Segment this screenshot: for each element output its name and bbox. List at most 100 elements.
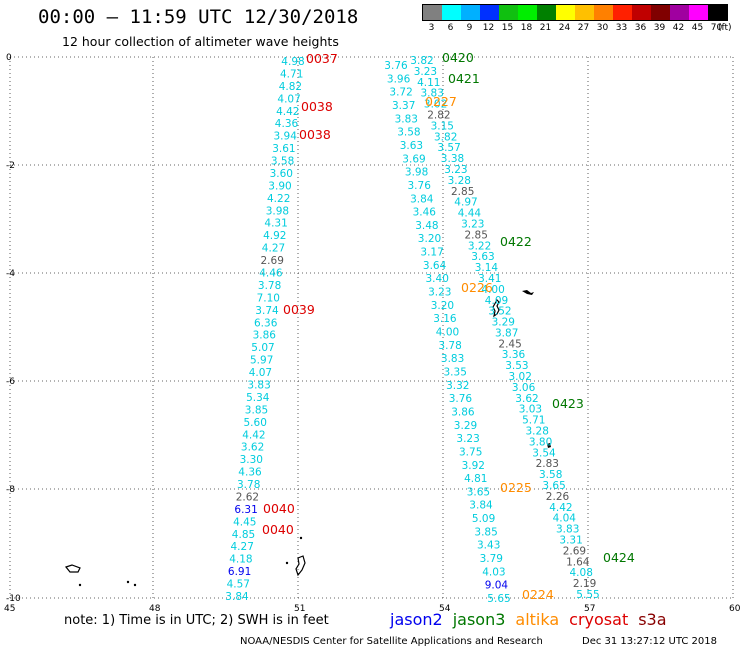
colorbar-cell (423, 5, 442, 20)
colorbar-label: 42 (672, 23, 685, 33)
lon-tick-label: 60 (729, 604, 740, 614)
wave-height-value: 3.65 (467, 486, 490, 498)
wave-height-value: 3.53 (505, 360, 528, 372)
wave-height-value: 3.28 (448, 175, 471, 187)
colorbar-label: 12 (482, 23, 495, 33)
wave-height-value: 3.87 (495, 327, 518, 339)
colorbar-label: 21 (539, 23, 552, 33)
colorbar-cell (499, 5, 518, 20)
wave-height-value: 6.36 (254, 317, 278, 329)
wave-height-value: 4.42 (549, 502, 572, 514)
pass-time-label: 0420 (442, 50, 474, 65)
wave-height-value: 4.22 (267, 193, 290, 205)
wave-height-value: 5.09 (472, 513, 495, 525)
track-values: 4.984.714.824.074.424.363.943.613.583.60… (225, 55, 599, 605)
wave-height-value: 4.27 (262, 243, 285, 255)
wave-height-value: 3.98 (405, 167, 428, 179)
wave-height-value: 3.84 (225, 591, 249, 603)
colorbar-label: 27 (577, 23, 590, 33)
wave-height-value: 3.14 (475, 262, 499, 274)
colorbar-unit: (ft) (718, 23, 732, 33)
wave-height-value: 9.04 (485, 580, 509, 592)
wave-height-value: 3.02 (509, 371, 532, 383)
wave-height-value: 3.62 (241, 442, 264, 454)
wave-height-value: 3.79 (480, 553, 503, 565)
wave-height-value: 3.76 (449, 393, 473, 405)
wave-height-value: 4.42 (276, 106, 299, 118)
wave-height-value: 3.75 (459, 446, 482, 458)
wave-height-value: 4.31 (264, 218, 287, 230)
island-3 (547, 443, 551, 448)
wave-height-value: 4.57 (227, 579, 250, 591)
wave-height-value: 3.52 (488, 306, 511, 318)
wave-height-value: 4.08 (570, 567, 593, 579)
wave-height-value: 5.97 (250, 355, 273, 367)
colorbar-cell (632, 5, 651, 20)
wave-height-value: 3.92 (462, 460, 485, 472)
pass-time-label: 0225 (500, 480, 532, 495)
wave-height-value: 7.10 (257, 292, 280, 304)
wave-height-value: 3.60 (270, 168, 293, 180)
wave-height-value: 4.00 (436, 327, 459, 339)
wave-height-value: 4.27 (231, 541, 254, 553)
map-grid (9, 56, 734, 599)
colorbar-cell (594, 5, 613, 20)
colorbar-label: 45 (691, 23, 704, 33)
colorbar-cells (422, 4, 728, 21)
colorbar-label: 15 (501, 23, 514, 33)
wave-height-value: 3.83 (441, 353, 464, 365)
wave-height-value: 4.04 (553, 513, 577, 525)
colorbar-cell (461, 5, 480, 20)
wave-height-value: 3.30 (240, 454, 263, 466)
wave-height-value: 3.06 (512, 382, 536, 394)
wave-height-value: 3.78 (438, 340, 461, 352)
island-5 (64, 564, 81, 573)
wave-height-value: 2.82 (427, 110, 450, 122)
colorbar-label: 24 (558, 23, 571, 33)
wave-height-value: 3.23 (444, 164, 467, 176)
wave-height-value: 4.11 (417, 77, 440, 89)
pass-time-label: 0421 (448, 71, 480, 86)
legend-altika: altika (515, 610, 560, 629)
wave-height-value: 4.03 (482, 566, 505, 578)
map-subtitle: 12 hour collection of altimeter wave hei… (62, 34, 339, 49)
wave-height-value: 4.45 (233, 516, 256, 528)
wave-height-value: 4.82 (279, 81, 302, 93)
colorbar-cell (556, 5, 575, 20)
wave-height-value: 3.86 (253, 330, 277, 342)
wave-height-value: 3.82 (434, 131, 457, 143)
colorbar-cell (689, 5, 708, 20)
wave-height-value: 2.85 (451, 186, 474, 198)
island-4 (295, 555, 306, 577)
wave-height-value: 3.83 (556, 524, 579, 536)
wave-height-value: 5.07 (251, 342, 274, 354)
islet-1 (78, 583, 82, 587)
wave-height-value: 3.29 (492, 317, 515, 329)
wave-height-value: 3.61 (272, 143, 295, 155)
colorbar-cell (708, 5, 727, 20)
wave-height-value: 3.23 (456, 433, 479, 445)
pass-time-labels: 0037 0038 0038 0039 0040 0040 0420 0421 0227 0422… (262, 50, 635, 602)
wave-height-value: 3.29 (454, 420, 477, 432)
wave-height-value: 3.96 (387, 73, 411, 85)
wave-height-value: 3.94 (274, 131, 298, 143)
land-features (64, 290, 551, 587)
wave-height-value: 3.28 (526, 426, 549, 438)
colorbar-cell (575, 5, 594, 20)
wave-height-value: 3.64 (423, 260, 447, 272)
wave-height-value: 3.76 (384, 60, 408, 72)
legend-jason3: jason3 (452, 610, 506, 629)
colorbar-cell (651, 5, 670, 20)
wave-height-value: 3.82 (410, 55, 433, 67)
wave-height-value: 4.42 (242, 429, 265, 441)
wave-height-value: 3.48 (415, 220, 438, 232)
colorbar-label: 9 (466, 23, 473, 33)
wave-height-value: 3.36 (502, 349, 526, 361)
wave-height-value: 5.55 (576, 589, 599, 601)
wave-height-value: 3.83 (421, 88, 444, 100)
footer-note: note: 1) Time is in UTC; 2) SWH is in fe… (64, 613, 329, 628)
lon-tick-label: 57 (584, 604, 595, 614)
colorbar-label: 70 (710, 23, 723, 33)
pass-time-label: 0038 (299, 127, 331, 142)
wave-height-value: 3.03 (519, 404, 542, 416)
